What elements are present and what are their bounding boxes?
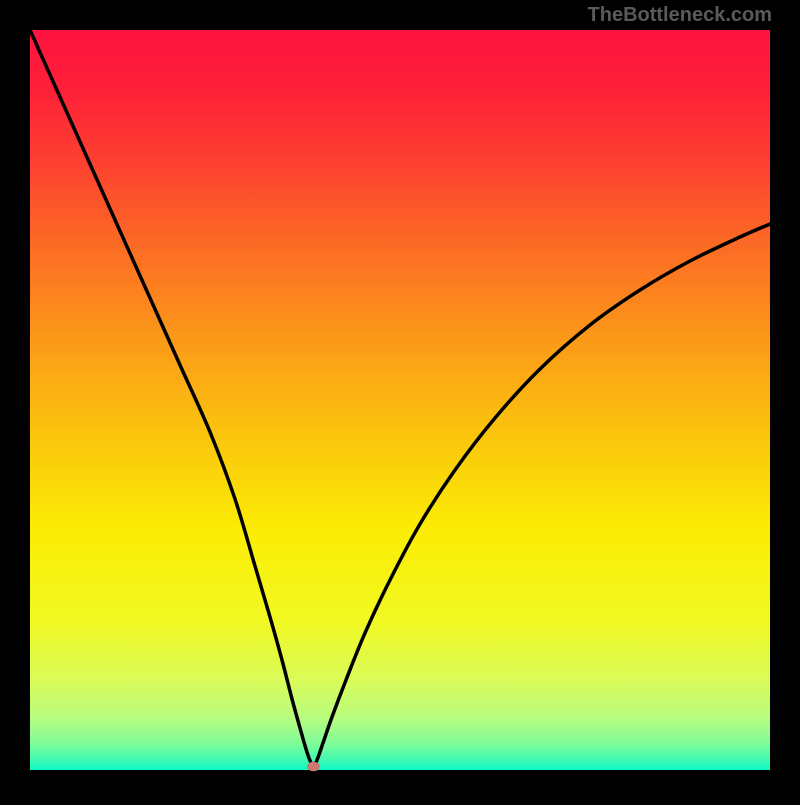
plot-background: [30, 30, 770, 770]
chart-svg: [0, 0, 800, 800]
watermark-text: TheBottleneck.com: [588, 4, 772, 27]
bottleneck-chart: TheBottleneck.com: [0, 0, 800, 800]
minimum-marker: [307, 762, 320, 772]
